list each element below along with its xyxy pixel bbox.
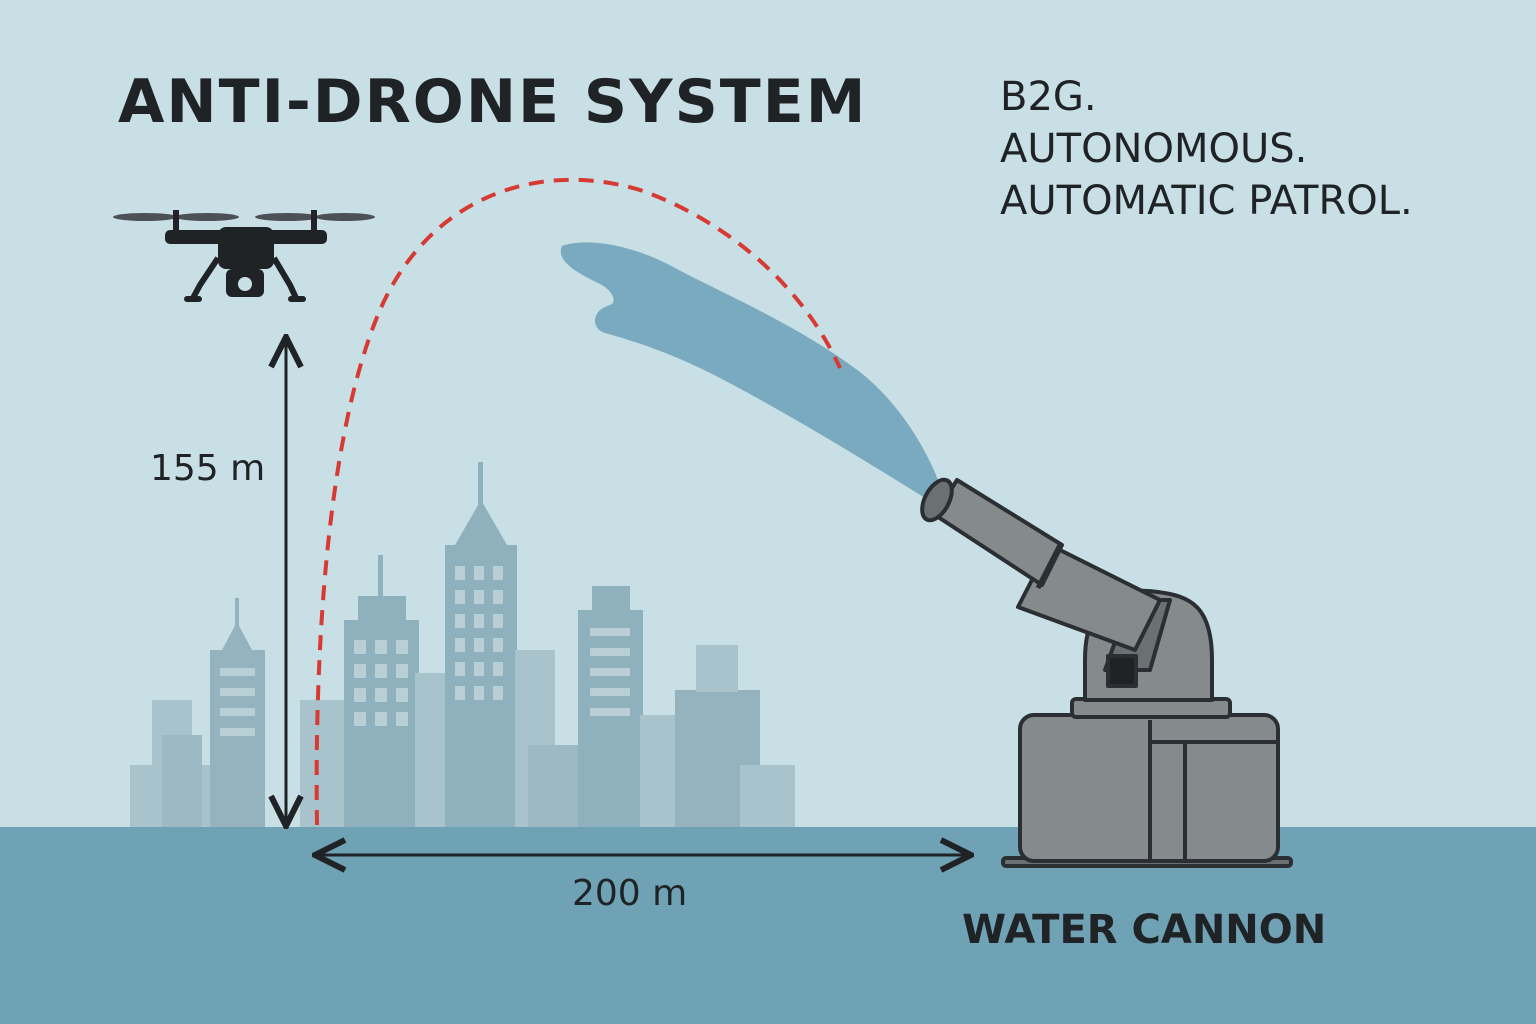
- tagline-line-3: AUTOMATIC PATROL.: [1000, 178, 1413, 224]
- water-cannon-icon: [920, 477, 1293, 868]
- water-jet: [560, 242, 940, 498]
- city-skyline: [130, 462, 795, 827]
- interception-trajectory: [314, 177, 842, 826]
- water-cannon-label: WATER CANNON: [962, 907, 1326, 953]
- distance-label: 200 m: [572, 873, 687, 914]
- tagline-line-1: B2G.: [1000, 74, 1097, 120]
- tagline-line-2: AUTONOMOUS.: [1000, 126, 1307, 172]
- drone-icon: [113, 210, 375, 302]
- diagram-title: ANTI-DRONE SYSTEM: [118, 67, 867, 137]
- building-windows: [220, 566, 630, 736]
- height-label: 155 m: [150, 448, 265, 489]
